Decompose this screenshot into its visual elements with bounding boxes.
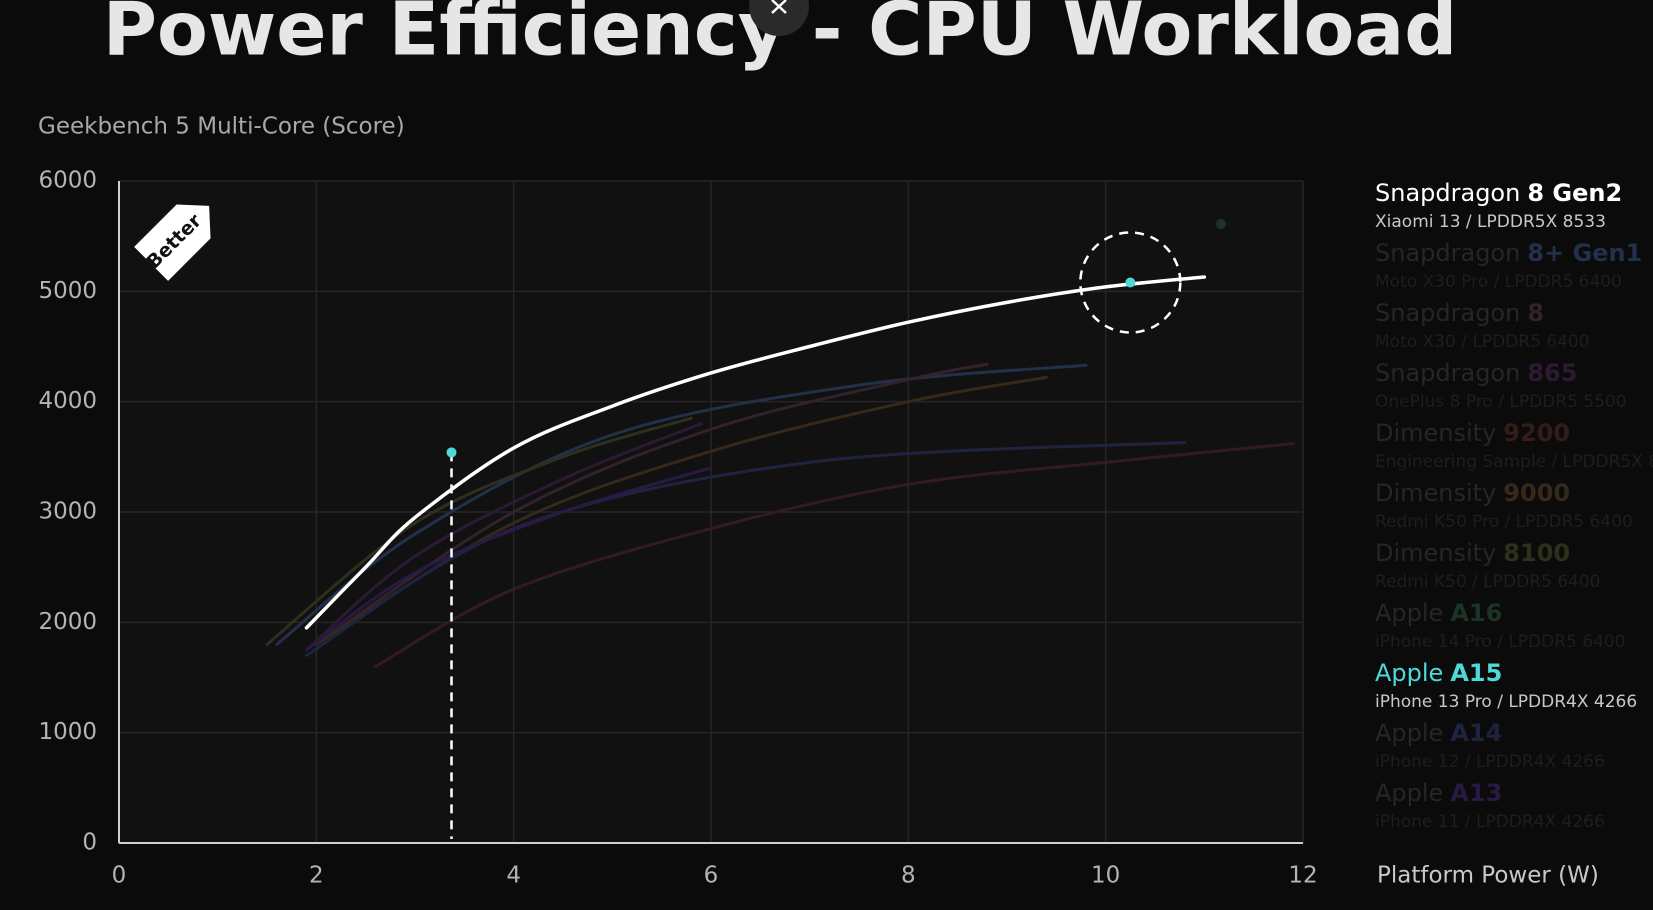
legend-device: Moto X30 / LPDDR5 6400 <box>1375 332 1590 352</box>
legend-name: Dimensity <box>1375 419 1496 447</box>
legend-device: Engineering Sample / LPDDR5X 8533 <box>1375 452 1653 472</box>
legend-name: Dimensity <box>1375 539 1496 567</box>
series-line <box>265 416 693 646</box>
x-axis-label: Platform Power (W) <box>1377 863 1599 889</box>
x-tick-label: 8 <box>901 863 916 889</box>
x-tick-label: 6 <box>704 863 719 889</box>
legend-device: iPhone 11 / LPDDR4X 4266 <box>1375 812 1605 832</box>
legend-model: A15 <box>1450 659 1502 687</box>
series-line <box>304 422 703 652</box>
legend-device: Moto X30 Pro / LPDDR5 6400 <box>1375 272 1622 292</box>
legend-device: iPhone 13 Pro / LPDDR4X 4266 <box>1375 692 1637 712</box>
close-button[interactable] <box>749 0 809 36</box>
grid: 0 1000 2000 3000 4000 5000 6000 0 2 4 6 8 10 12 <box>38 168 1317 889</box>
x-tick-label: 10 <box>1091 863 1120 889</box>
legend-name: Apple <box>1375 659 1443 687</box>
series-line <box>304 466 713 652</box>
legend-name: Apple <box>1375 599 1443 627</box>
legend-model: 8 <box>1527 299 1544 327</box>
legend-device: Redmi K50 / LPDDR5 6400 <box>1375 572 1601 592</box>
legend-model: 9000 <box>1503 479 1570 507</box>
legend-model: 865 <box>1527 359 1577 387</box>
point <box>1216 219 1227 230</box>
legend-device: iPhone 12 / LPDDR4X 4266 <box>1375 752 1605 772</box>
point <box>446 447 457 458</box>
legend-entry: Snapdragon 8 <box>1375 299 1544 327</box>
y-axis-label: Geekbench 5 Multi-Core (Score) <box>38 114 405 140</box>
legend-entry: Apple A13 <box>1375 779 1502 807</box>
close-circle[interactable] <box>749 0 809 36</box>
legend-entry: Snapdragon 865 <box>1375 359 1577 387</box>
legend-name: Snapdragon <box>1375 179 1520 207</box>
legend-entry: Dimensity 9200 <box>1375 419 1570 447</box>
legend-entry: Apple A15 <box>1375 659 1502 687</box>
legend-model: 9200 <box>1503 419 1570 447</box>
legend-entry: Apple A14 <box>1375 719 1502 747</box>
y-tick-label: 4000 <box>38 388 97 414</box>
legend-entry: Dimensity 8100 <box>1375 539 1570 567</box>
x-tick-label: 2 <box>309 863 324 889</box>
legend-entry: Snapdragon 8+ Gen1 <box>1375 239 1642 267</box>
series-line <box>304 440 1187 657</box>
series-line <box>374 442 1295 668</box>
legend-model: A13 <box>1450 779 1502 807</box>
y-tick-label: 0 <box>82 830 97 856</box>
y-tick-label: 3000 <box>38 499 97 525</box>
legend-device: Redmi K50 Pro / LPDDR5 6400 <box>1375 512 1633 532</box>
legend-name: Snapdragon <box>1375 299 1520 327</box>
y-tick-label: 2000 <box>38 609 97 635</box>
legend-entry: Snapdragon 8 Gen2 <box>1375 179 1622 207</box>
x-tick-label: 0 <box>112 863 127 889</box>
close-icon[interactable] <box>771 0 787 14</box>
legend-device: iPhone 14 Pro / LPDDR5 6400 <box>1375 632 1626 652</box>
legend-name: Apple <box>1375 779 1443 807</box>
legend-model: 8+ Gen1 <box>1527 239 1642 267</box>
series-line <box>304 275 1207 630</box>
highlight-ring <box>1079 231 1182 334</box>
legend-name: Apple <box>1375 719 1443 747</box>
legend-entry: Dimensity 9000 <box>1375 479 1570 507</box>
y-tick-label: 1000 <box>38 719 97 745</box>
legend-model: A14 <box>1450 719 1502 747</box>
legend-name: Snapdragon <box>1375 239 1520 267</box>
point <box>1125 277 1136 288</box>
y-tick-label: 6000 <box>38 168 97 194</box>
legend-name: Dimensity <box>1375 479 1496 507</box>
legend-device: Xiaomi 13 / LPDDR5X 8533 <box>1375 212 1606 232</box>
series-layer <box>265 219 1295 839</box>
legend-model: 8100 <box>1503 539 1570 567</box>
legend-device: OnePlus 8 Pro / LPDDR5 5500 <box>1375 392 1627 412</box>
y-tick-label: 5000 <box>38 278 97 304</box>
badge-shape <box>134 204 211 281</box>
legend-model: 8 Gen2 <box>1527 179 1622 207</box>
x-tick-label: 12 <box>1288 863 1317 889</box>
legend-name: Snapdragon <box>1375 359 1520 387</box>
x-tick-label: 4 <box>506 863 521 889</box>
legend-entry: Apple A16 <box>1375 599 1502 627</box>
legend-model: A16 <box>1450 599 1502 627</box>
series-line <box>275 363 1088 646</box>
